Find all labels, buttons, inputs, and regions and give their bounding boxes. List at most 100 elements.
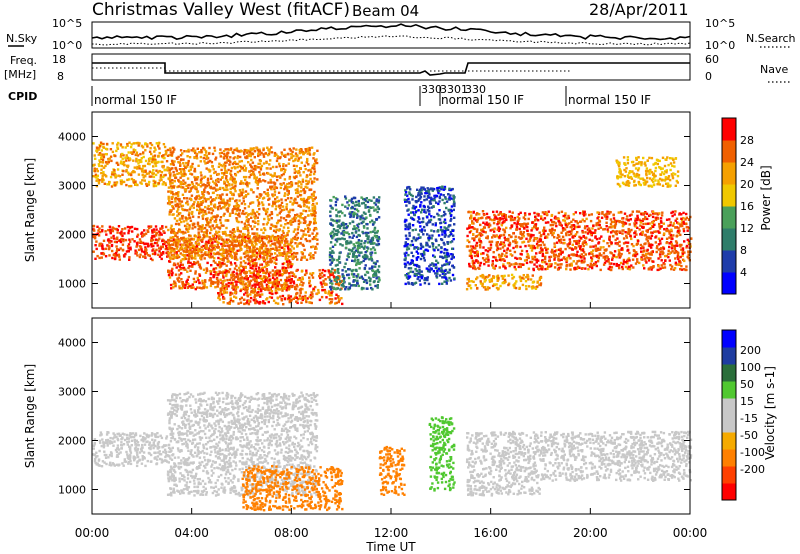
power-cell — [336, 287, 340, 290]
power-cell — [103, 182, 106, 185]
power-cell — [144, 252, 147, 256]
cpid-segment-3: 3301 — [440, 83, 468, 96]
power-cell — [243, 302, 246, 306]
power-cell — [175, 192, 178, 195]
power-cell — [427, 205, 430, 208]
power-cell — [232, 157, 235, 160]
power-cell — [179, 185, 183, 188]
power-cell — [203, 235, 206, 239]
power-cell — [100, 143, 103, 146]
power-cell — [193, 200, 196, 204]
power-cell — [184, 217, 188, 220]
power-cell — [233, 235, 237, 238]
cpid-label: CPID — [8, 90, 37, 103]
power-cell — [273, 172, 276, 175]
power-cell — [330, 294, 333, 297]
power-cell — [492, 221, 496, 225]
power-cell — [305, 175, 308, 179]
power-cell — [136, 183, 139, 187]
power-cell — [217, 273, 220, 276]
power-cell — [268, 295, 272, 299]
power-cell — [437, 186, 440, 190]
power-cell — [240, 165, 243, 169]
power-cell — [107, 247, 111, 251]
power-cell — [260, 235, 264, 238]
power-cell — [253, 225, 256, 228]
power-cell — [234, 182, 237, 185]
power-cell — [440, 238, 443, 241]
power-cell — [403, 245, 406, 248]
power-cell — [241, 232, 245, 236]
power-cell — [160, 227, 163, 230]
power-cell — [329, 270, 333, 273]
power-cell — [242, 169, 246, 172]
power-cell — [192, 238, 196, 241]
power-cell — [278, 248, 281, 251]
power-cell — [352, 273, 356, 276]
power-cell — [403, 220, 407, 223]
power-cell — [136, 165, 139, 169]
power-cell — [306, 297, 309, 300]
power-cell — [428, 210, 431, 213]
power-cell — [276, 213, 279, 217]
power-cell — [240, 191, 244, 194]
power-cell — [248, 247, 252, 251]
power-cell — [295, 175, 298, 179]
power-cell — [221, 258, 224, 261]
power-cell — [158, 230, 161, 233]
power-cell — [243, 238, 246, 241]
power-region-1 — [92, 224, 169, 262]
power-cell — [193, 169, 196, 173]
power-cell — [631, 258, 635, 261]
power-cell — [417, 209, 420, 212]
power-cell — [218, 298, 222, 301]
power-cell — [197, 194, 201, 197]
power-cell — [101, 158, 105, 161]
power-cell — [411, 224, 415, 227]
power-cell — [214, 218, 218, 221]
power-cell — [287, 230, 290, 233]
power-cell — [197, 164, 200, 167]
power-cell — [233, 187, 236, 191]
power-cell — [285, 279, 288, 282]
power-cell — [428, 270, 431, 273]
power-cell — [273, 151, 277, 155]
power-cell — [343, 214, 347, 217]
power-cell — [356, 246, 360, 249]
power-cell — [248, 284, 251, 287]
power-cell — [228, 159, 231, 162]
power-cell — [418, 217, 421, 221]
power-cell — [180, 205, 183, 208]
power-cell — [176, 210, 179, 213]
power-cell — [251, 253, 254, 256]
power-cell — [262, 300, 265, 303]
power-cell — [355, 274, 358, 278]
power-cell — [136, 254, 139, 257]
power-cell — [445, 282, 448, 285]
power-cell — [246, 234, 250, 237]
power-cell — [308, 151, 311, 154]
power-cell — [172, 286, 175, 289]
power-cell — [219, 164, 223, 167]
power-cell — [153, 234, 156, 237]
power-cell — [142, 255, 145, 258]
power-cell — [363, 198, 367, 201]
power-cell — [184, 284, 187, 287]
power-cell — [374, 251, 377, 255]
power-cell — [153, 183, 156, 186]
power-cell — [315, 247, 318, 250]
power-cell — [102, 251, 105, 255]
power-cell — [378, 196, 381, 199]
power-cell — [152, 228, 156, 231]
power-cell — [104, 164, 107, 168]
power-cell — [288, 259, 291, 262]
power-cell — [332, 228, 336, 231]
power-cell — [236, 170, 240, 174]
beam-label: Beam 04 — [352, 2, 419, 20]
power-cell — [262, 251, 265, 254]
power-cell — [274, 280, 277, 283]
power-cell — [274, 270, 277, 273]
power-cell — [251, 232, 254, 235]
power-region-4 — [166, 146, 319, 261]
power-cell — [249, 275, 252, 278]
